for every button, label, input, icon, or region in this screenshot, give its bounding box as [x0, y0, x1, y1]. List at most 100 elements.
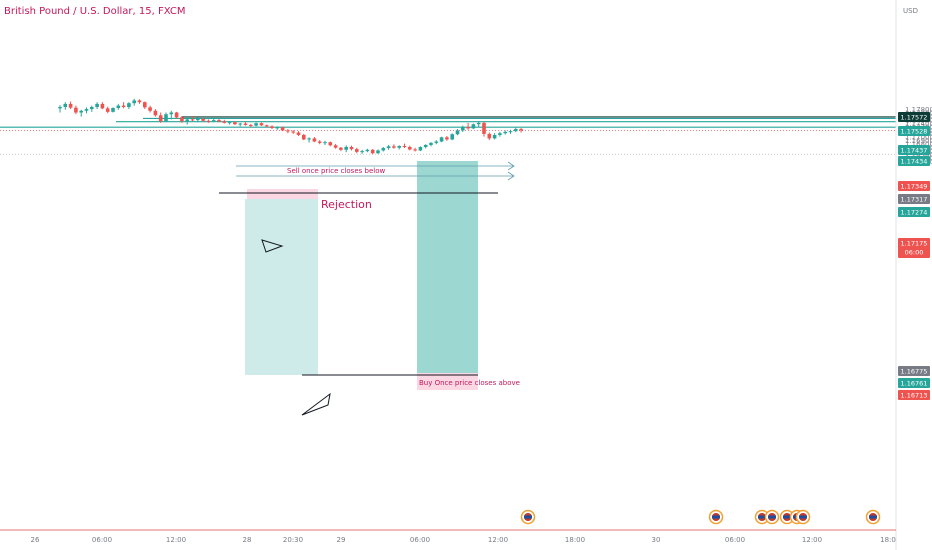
candle-body: [365, 149, 370, 152]
price-label: 1.17434: [898, 156, 930, 166]
candle: [434, 140, 439, 145]
price-axis: USD1.178001.177001.176001.175001.174001.…: [895, 0, 932, 550]
candle: [201, 118, 205, 122]
candle: [68, 101, 73, 110]
candle: [137, 99, 142, 104]
candle-body: [503, 131, 507, 134]
candle-body: [63, 103, 68, 107]
candle: [148, 105, 152, 113]
time-tick-label: 06:00: [92, 536, 112, 544]
candle: [79, 109, 83, 117]
candle: [333, 143, 338, 149]
candle: [105, 106, 110, 114]
candle: [508, 129, 513, 134]
event-icon-stripe: [712, 515, 720, 519]
candle: [386, 144, 391, 150]
candle: [514, 127, 518, 133]
candle: [349, 145, 354, 151]
candle-body: [90, 106, 94, 110]
price-label: 1.17437: [898, 145, 930, 155]
candle-body: [312, 138, 317, 142]
candle: [211, 119, 216, 123]
time-tick-label: 28: [243, 536, 252, 544]
event-icon-stripe: [524, 515, 532, 519]
candle-body: [217, 120, 221, 122]
candle: [381, 147, 386, 152]
price-label: 1.16713: [898, 390, 930, 400]
candle: [169, 110, 174, 120]
candle-body: [360, 151, 364, 153]
rejection-pink-zone: [247, 189, 318, 199]
candle-body: [100, 103, 105, 109]
candle: [445, 135, 449, 141]
buy-teal-zone: [417, 161, 478, 373]
candle-body: [95, 103, 99, 107]
candle: [370, 149, 375, 155]
candle-body: [222, 121, 227, 123]
candle: [243, 122, 248, 126]
candle: [132, 98, 136, 106]
sell-annotation-text: Sell once price closes below: [287, 167, 385, 175]
candle: [206, 119, 211, 123]
candle-body: [471, 124, 476, 129]
candle: [519, 128, 523, 133]
time-tick-label: 30: [652, 536, 661, 544]
candle: [312, 137, 317, 143]
event-flag-icon: [764, 509, 780, 525]
price-label-text: 1.16775: [901, 368, 928, 376]
event-flag-icon: [520, 509, 536, 525]
candle-body: [307, 138, 311, 140]
price-label-text: 1.17528: [901, 128, 928, 136]
candle-body: [137, 100, 142, 103]
candle-body: [68, 103, 73, 108]
candle: [227, 121, 232, 125]
candle: [498, 131, 502, 137]
price-label-text: 1.17437: [901, 147, 928, 155]
candle-body: [196, 118, 200, 121]
candle: [100, 102, 105, 110]
candle-body: [280, 127, 285, 131]
candle: [238, 122, 242, 127]
price-tick-label: 1.16800: [905, 141, 932, 149]
time-tick-label: 06:00: [725, 536, 745, 544]
price-label-bg: [898, 207, 930, 217]
candle: [487, 132, 492, 141]
event-icon-stripe: [869, 515, 877, 519]
candle: [116, 103, 121, 110]
price-label-text: 1.17434: [901, 158, 928, 166]
candle: [328, 141, 333, 147]
candle: [217, 118, 221, 123]
candle: [471, 123, 476, 130]
candle: [503, 130, 507, 135]
candle: [344, 145, 348, 153]
candle-body: [254, 123, 258, 126]
price-label: 1.17274: [898, 207, 930, 217]
candle-body: [249, 124, 253, 126]
candle: [413, 147, 417, 152]
candle-body: [413, 149, 417, 151]
candle-body: [461, 127, 465, 131]
candle: [249, 123, 253, 128]
candle-body: [402, 145, 407, 148]
candle-body: [376, 150, 380, 154]
candle: [402, 143, 407, 149]
candle-body: [116, 105, 121, 109]
candle-body: [169, 112, 174, 115]
time-tick-label: 12:00: [802, 536, 822, 544]
candle: [365, 148, 370, 153]
candle: [466, 122, 470, 130]
price-label: 1.17572: [898, 112, 930, 122]
candle: [158, 112, 163, 123]
candle: [222, 119, 227, 124]
triangle-drawing-upper: [261, 239, 284, 253]
candle: [418, 146, 423, 152]
candle-body: [514, 129, 518, 132]
sell-arrow-top: [236, 161, 515, 171]
rejection-label: Rejection: [321, 198, 372, 211]
candle: [376, 149, 380, 154]
price-label-bg: [898, 390, 930, 400]
price-label-bg: [898, 378, 930, 388]
zones-layer: [245, 161, 478, 390]
